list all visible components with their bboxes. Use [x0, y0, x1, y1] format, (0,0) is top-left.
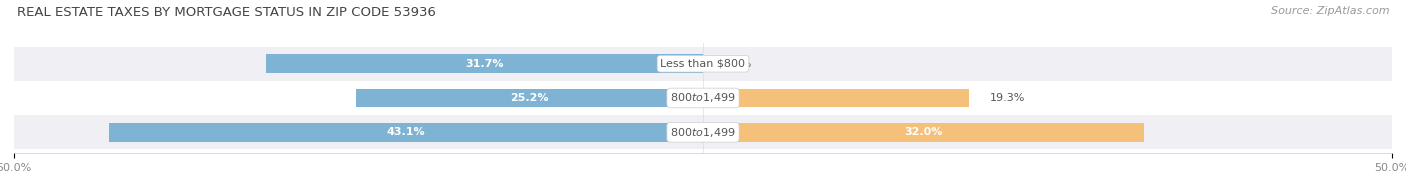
Bar: [356, 89, 703, 107]
Text: 25.2%: 25.2%: [510, 93, 548, 103]
Bar: [14, 115, 1392, 150]
Bar: [14, 81, 1392, 115]
Bar: [14, 47, 1392, 81]
Bar: [703, 123, 1144, 142]
Text: Source: ZipAtlas.com: Source: ZipAtlas.com: [1271, 6, 1389, 16]
Bar: [110, 123, 703, 142]
Text: 19.3%: 19.3%: [990, 93, 1025, 103]
Text: 31.7%: 31.7%: [465, 59, 503, 69]
Text: Less than $800: Less than $800: [661, 59, 745, 69]
Text: 32.0%: 32.0%: [904, 127, 942, 137]
Bar: [266, 54, 703, 73]
Text: REAL ESTATE TAXES BY MORTGAGE STATUS IN ZIP CODE 53936: REAL ESTATE TAXES BY MORTGAGE STATUS IN …: [17, 6, 436, 19]
Text: $800 to $1,499: $800 to $1,499: [671, 126, 735, 139]
Bar: [703, 89, 969, 107]
Text: 0.0%: 0.0%: [724, 59, 752, 69]
Text: $800 to $1,499: $800 to $1,499: [671, 92, 735, 104]
Text: 43.1%: 43.1%: [387, 127, 426, 137]
